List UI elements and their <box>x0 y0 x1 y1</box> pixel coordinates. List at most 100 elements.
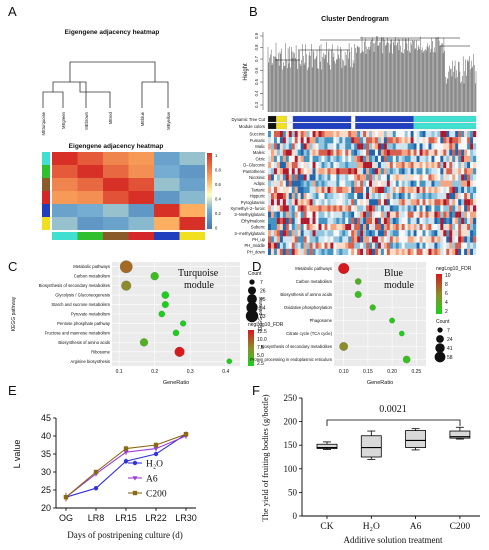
b-trait-cell <box>374 174 379 181</box>
b-trait-cell <box>351 217 355 224</box>
f-ylabel: The yield of fruiting bodies (g/bottle) <box>260 394 270 521</box>
b-trait-cell <box>363 143 367 150</box>
b-trait-cell <box>410 211 414 218</box>
b-trait-cell <box>374 205 379 212</box>
a-module-swatch <box>128 232 154 240</box>
a-heat-cell <box>179 165 205 178</box>
b-trait-cell <box>348 155 352 162</box>
b-trait-cell <box>351 143 355 150</box>
b-trait-cell <box>458 180 462 187</box>
b-trait-cell <box>282 143 287 150</box>
b-trait-cell <box>315 217 319 224</box>
b-trait-cell <box>383 168 388 175</box>
b-trait-cell <box>386 168 391 175</box>
b-trait-cell <box>339 143 343 150</box>
b-trait-cell <box>461 193 465 200</box>
b-trait-cell <box>395 149 399 156</box>
b-trait-cell <box>339 180 343 187</box>
b-trait-cell <box>330 168 334 175</box>
b-trait-cell <box>395 180 399 187</box>
b-trait-cell <box>416 155 420 162</box>
b-trait-cell <box>398 186 402 193</box>
b-trait-cell <box>297 180 301 187</box>
b-trait-cell <box>422 174 426 181</box>
b-trait-cell <box>377 162 382 169</box>
b-trait-cell <box>452 230 456 237</box>
panel-a: Eigengene adjacency heatmap MEturquoise M… <box>41 29 221 240</box>
b-trait-cell <box>389 180 393 187</box>
b-trait-cell <box>268 162 272 169</box>
b-trait-cell <box>357 224 361 231</box>
b-trait-cell <box>470 193 474 200</box>
b-trait-cell <box>467 162 471 169</box>
b-trait-cell <box>446 131 450 138</box>
b-trait-cell <box>268 205 272 212</box>
c-xtick-label: 0.2 <box>151 369 158 375</box>
b-trait-cell <box>309 174 313 181</box>
b-trait-cell <box>291 131 295 138</box>
b-trait-cell <box>276 186 281 193</box>
b-trait-cell <box>330 180 334 187</box>
a-module-swatch <box>52 232 78 240</box>
a-leaf-labels: MEturquoise MEgreen MEbrown MEred MEblue MEye… <box>41 111 171 135</box>
b-trait-cell <box>425 168 429 175</box>
b-trait-cell <box>434 205 438 212</box>
b-trait-cell <box>383 193 388 200</box>
b-trait-cell <box>446 242 450 249</box>
b-trait-cell <box>419 248 423 255</box>
b-trait-cell <box>386 186 391 193</box>
b-trait-cell <box>357 180 361 187</box>
b-trait-cell <box>339 236 343 243</box>
b-trait-cell <box>372 224 376 231</box>
b-trait-cell <box>401 162 405 169</box>
b-trait-cell <box>428 149 432 156</box>
b-trait-cell <box>386 217 391 224</box>
b-trait-cell <box>392 168 396 175</box>
b-trait-cell <box>297 143 301 150</box>
a-heat-cell <box>179 217 205 230</box>
b-trait-label: Succinic <box>249 132 265 137</box>
b-trait-cell <box>395 155 399 162</box>
b-trait-cell <box>413 230 417 237</box>
b-trait-cell <box>369 162 373 169</box>
b-trait-cell <box>288 186 292 193</box>
e-ytick-label: 45 <box>41 413 51 423</box>
b-trait-cell <box>455 193 459 200</box>
b-trait-cell <box>389 131 393 138</box>
b-trait-cell <box>446 186 450 193</box>
b-trait-label: D−Gluconic <box>243 163 265 168</box>
b-trait-cell <box>273 211 278 218</box>
b-trait-cell <box>395 211 399 218</box>
e-marker <box>183 432 189 437</box>
b-trait-cell <box>318 137 322 144</box>
b-trait-cell <box>342 242 346 249</box>
b-trait-cell <box>404 224 408 231</box>
b-trait-cell <box>398 217 402 224</box>
b-trait-cell <box>386 180 391 187</box>
b-trait-cell <box>410 205 414 212</box>
b-trait-cell <box>461 143 465 150</box>
b-trait-cell <box>270 205 275 212</box>
b-trait-cell <box>380 211 385 218</box>
b-trait-cell <box>380 217 385 224</box>
b-trait-cell <box>461 205 465 212</box>
b-trait-cell <box>410 143 414 150</box>
b-trait-cell <box>458 193 462 200</box>
b-trait-cell <box>458 224 462 231</box>
d-count-legend-dot <box>435 343 445 353</box>
b-trait-cell <box>395 217 399 224</box>
panel-letter-d: D <box>252 259 262 274</box>
b-trait-cell <box>398 174 402 181</box>
a-heat-cell <box>52 217 78 230</box>
b-trait-cell <box>377 242 382 249</box>
b-track-segment <box>413 122 477 130</box>
b-trait-cell <box>318 155 322 162</box>
b-trait-cell <box>467 143 471 150</box>
b-trait-cell <box>452 236 456 243</box>
b-trait-cell <box>345 242 349 249</box>
b-trait-cell <box>276 168 281 175</box>
b-trait-cell <box>315 143 319 150</box>
b-trait-cell <box>404 155 408 162</box>
b-trait-cell <box>383 205 388 212</box>
b-trait-cell <box>431 205 435 212</box>
